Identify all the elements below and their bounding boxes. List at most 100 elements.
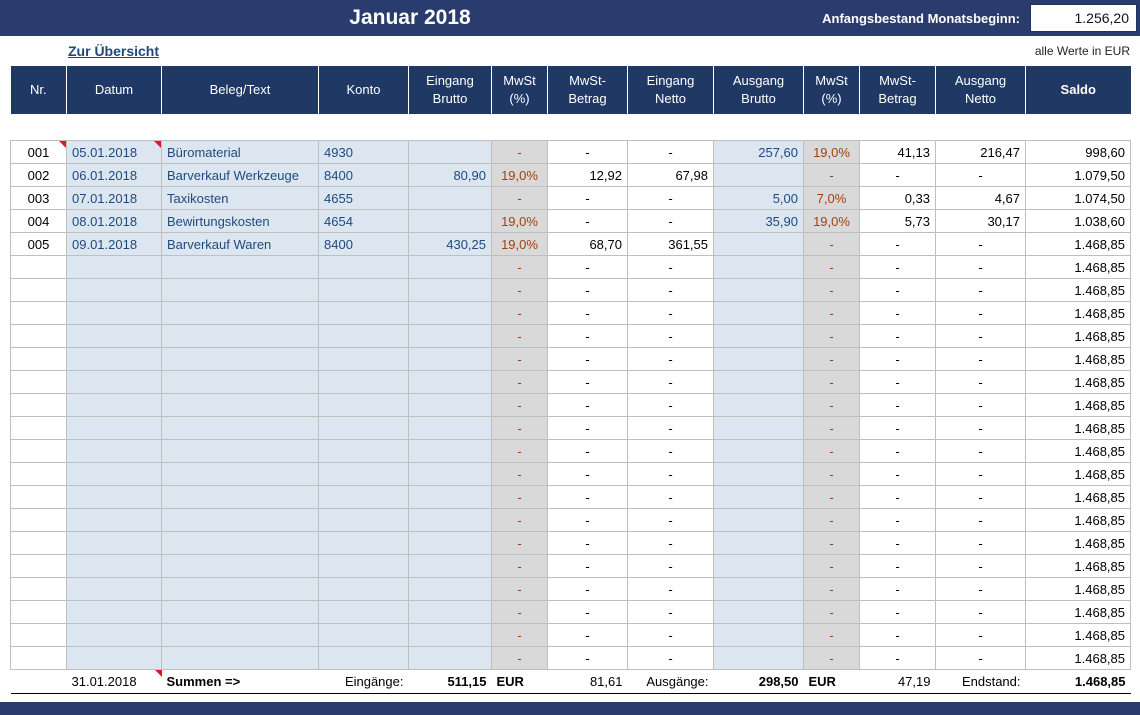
cell[interactable]	[161, 531, 319, 555]
cell[interactable]	[10, 393, 67, 417]
cell[interactable]	[10, 439, 67, 463]
cell[interactable]	[10, 623, 67, 647]
cell[interactable]	[408, 554, 492, 578]
cell[interactable]	[66, 393, 162, 417]
cell[interactable]: -	[627, 209, 714, 233]
cell[interactable]: -	[547, 462, 628, 486]
cell[interactable]	[408, 301, 492, 325]
cell[interactable]	[408, 370, 492, 394]
cell[interactable]	[318, 324, 409, 348]
cell[interactable]	[10, 416, 67, 440]
cell[interactable]: -	[627, 439, 714, 463]
cell[interactable]: -	[547, 531, 628, 555]
cell[interactable]: 19,0%	[491, 232, 548, 256]
cell[interactable]: -	[935, 462, 1026, 486]
cell[interactable]: 1.079,50	[1025, 163, 1131, 187]
cell[interactable]: 08.01.2018	[66, 209, 162, 233]
cell[interactable]: -	[491, 347, 548, 371]
cell[interactable]	[318, 416, 409, 440]
cell[interactable]: 1.468,85	[1025, 301, 1131, 325]
cell[interactable]	[10, 485, 67, 509]
cell[interactable]	[161, 439, 319, 463]
cell[interactable]: -	[935, 301, 1026, 325]
cell[interactable]: 1.468,85	[1025, 393, 1131, 417]
cell[interactable]: 12,92	[547, 163, 628, 187]
cell[interactable]	[318, 462, 409, 486]
summary-date[interactable]: 31.01.2018	[66, 669, 162, 694]
cell[interactable]	[66, 554, 162, 578]
cell[interactable]	[161, 347, 319, 371]
cell[interactable]: -	[627, 623, 714, 647]
cell[interactable]: -	[547, 186, 628, 210]
cell[interactable]: -	[547, 324, 628, 348]
cell[interactable]: Bewirtungskosten	[161, 209, 319, 233]
cell[interactable]: -	[859, 393, 936, 417]
cell[interactable]	[161, 255, 319, 279]
cell[interactable]	[66, 416, 162, 440]
cell[interactable]: -	[803, 163, 860, 187]
cell[interactable]	[318, 370, 409, 394]
column-header[interactable]: Datum	[66, 66, 162, 114]
cell[interactable]: -	[859, 255, 936, 279]
cell[interactable]: -	[491, 370, 548, 394]
cell[interactable]	[318, 255, 409, 279]
cell[interactable]: -	[491, 140, 548, 164]
cell[interactable]: 06.01.2018	[66, 163, 162, 187]
cell[interactable]	[408, 140, 492, 164]
cell[interactable]	[713, 416, 804, 440]
cell[interactable]: -	[491, 462, 548, 486]
cell[interactable]: 5,73	[859, 209, 936, 233]
cell[interactable]: -	[803, 508, 860, 532]
cell[interactable]: 1.468,85	[1025, 485, 1131, 509]
cell[interactable]: 7,0%	[803, 186, 860, 210]
cell[interactable]	[713, 324, 804, 348]
cell[interactable]: -	[803, 531, 860, 555]
cell[interactable]: -	[627, 393, 714, 417]
cell[interactable]: -	[547, 508, 628, 532]
cell[interactable]	[10, 324, 67, 348]
cell[interactable]: 35,90	[713, 209, 804, 233]
cell[interactable]	[713, 623, 804, 647]
cell[interactable]	[713, 278, 804, 302]
cell[interactable]: 07.01.2018	[66, 186, 162, 210]
cell[interactable]: -	[803, 554, 860, 578]
cell[interactable]: -	[859, 370, 936, 394]
cell[interactable]: -	[859, 416, 936, 440]
cell[interactable]	[161, 278, 319, 302]
cell[interactable]: -	[491, 439, 548, 463]
cell[interactable]	[318, 485, 409, 509]
cell[interactable]	[66, 347, 162, 371]
cell[interactable]: -	[803, 462, 860, 486]
column-header[interactable]: MwSt- Betrag	[859, 66, 936, 114]
cell[interactable]: Büromaterial	[161, 140, 319, 164]
cell[interactable]	[713, 508, 804, 532]
cell[interactable]: -	[803, 623, 860, 647]
cell[interactable]: -	[803, 232, 860, 256]
cell[interactable]: 998,60	[1025, 140, 1131, 164]
cell[interactable]: -	[859, 485, 936, 509]
cell[interactable]: -	[491, 393, 548, 417]
cell[interactable]	[161, 324, 319, 348]
cell[interactable]: 1.468,85	[1025, 416, 1131, 440]
summary-out-currency[interactable]: EUR	[803, 669, 860, 694]
cell[interactable]: 19,0%	[803, 209, 860, 233]
cell[interactable]: 1.468,85	[1025, 278, 1131, 302]
cell[interactable]: 1.468,85	[1025, 646, 1131, 670]
summary-in-currency[interactable]: EUR	[491, 669, 548, 694]
summary-out-vat[interactable]: 47,19	[859, 669, 936, 694]
cell[interactable]	[10, 462, 67, 486]
cell[interactable]: -	[491, 623, 548, 647]
cell[interactable]	[161, 646, 319, 670]
cell[interactable]: 1.468,85	[1025, 508, 1131, 532]
cell[interactable]: -	[547, 301, 628, 325]
column-header[interactable]: Nr.	[10, 66, 67, 114]
cell[interactable]	[408, 577, 492, 601]
cell[interactable]: 1.468,85	[1025, 462, 1131, 486]
cell[interactable]: -	[859, 163, 936, 187]
column-header[interactable]: Beleg/Text	[161, 66, 319, 114]
cell[interactable]	[10, 278, 67, 302]
cell[interactable]: -	[627, 347, 714, 371]
cell[interactable]	[161, 600, 319, 624]
cell[interactable]	[10, 255, 67, 279]
cell[interactable]	[408, 462, 492, 486]
